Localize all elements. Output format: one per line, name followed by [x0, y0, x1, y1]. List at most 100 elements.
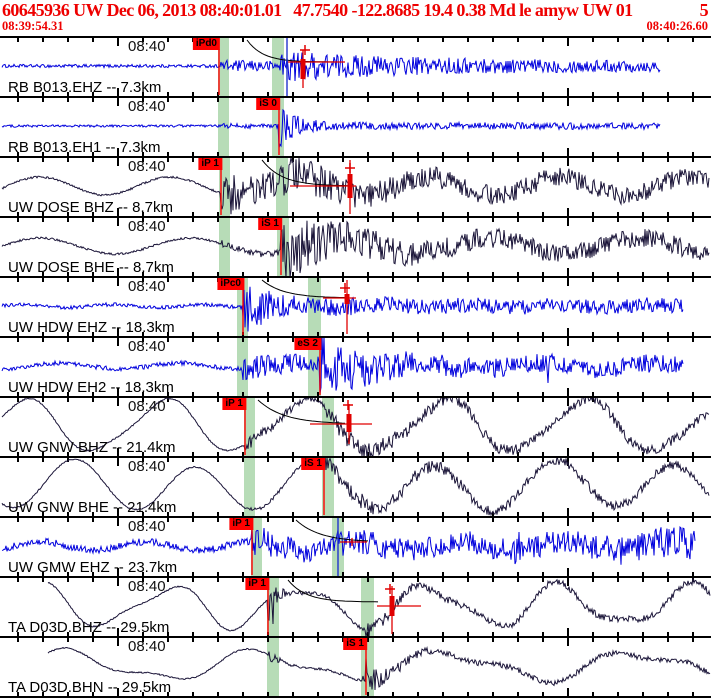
- coda-decay-curve: [295, 519, 369, 542]
- channel-label: UW GNW BHE -- 21.4km: [8, 499, 177, 516]
- waveform-trace[interactable]: [1, 286, 684, 332]
- panel-time-label: 08:40: [128, 458, 166, 475]
- waveform-trace[interactable]: [47, 578, 711, 636]
- arrival-window-band: [276, 158, 288, 216]
- time-ticks: [17, 338, 694, 396]
- arrival-window-band: [322, 458, 334, 516]
- waveform-canvas[interactable]: [0, 338, 711, 396]
- panel-time-label: 08:40: [128, 338, 166, 355]
- panel-time-label: 08:40: [128, 158, 166, 175]
- phase-pick-flag[interactable]: iP 1: [229, 518, 253, 530]
- waveform-canvas[interactable]: [0, 398, 711, 456]
- waveform-trace[interactable]: [1, 398, 710, 456]
- channel-label: UW HDW EHZ -- 18.3km: [8, 319, 175, 336]
- time-ticks: [17, 158, 694, 216]
- waveform-trace[interactable]: [1, 158, 710, 215]
- measure-cross-icon: [340, 283, 350, 293]
- measure-cross-icon: [300, 45, 310, 55]
- waveform-trace[interactable]: [1, 526, 696, 565]
- waveform-canvas[interactable]: [0, 158, 711, 216]
- arrival-window-band: [361, 578, 374, 636]
- channel-label: RB B013.EH1 -- 7.3km: [8, 139, 161, 156]
- waveform-panel-stack: iPd0 08:40 RB B013.EHZ -- 7.3km iS 0 08:40 RB…: [0, 36, 711, 698]
- window-start-time: 08:39:54.31: [2, 19, 64, 33]
- waveform-trace[interactable]: [1, 338, 684, 394]
- waveform-canvas[interactable]: [0, 518, 711, 576]
- window-end-time: 08:40:26.60: [646, 19, 708, 33]
- waveform-trace[interactable]: [1, 108, 661, 148]
- panel-time-label: 08:40: [128, 278, 166, 295]
- arrival-window-band: [322, 398, 334, 456]
- phase-pick-flag[interactable]: iP 1: [245, 578, 269, 590]
- phase-pick-flag[interactable]: iPc0: [217, 278, 244, 290]
- panel-time-label: 08:40: [128, 578, 166, 595]
- arrival-window-band: [244, 458, 255, 516]
- time-ticks: [17, 278, 694, 336]
- waveform-panel[interactable]: iP 1 08:40 TA D03D.BHZ -- 29.5km: [0, 576, 711, 636]
- event-summary: 60645936 UW Dec 06, 2013 08:40:01.01 47.…: [2, 0, 633, 20]
- time-ticks: [17, 518, 694, 576]
- waveform-panel[interactable]: iS 1 08:40 UW DOSE BHE -- 8.7km: [0, 216, 711, 276]
- arrival-window-band: [237, 338, 248, 396]
- arrival-window-band: [267, 638, 279, 696]
- channel-label: UW DOSE BHE -- 8.7km: [8, 259, 174, 276]
- phase-pick-flag[interactable]: iS 1: [258, 218, 282, 230]
- measure-cross-icon: [385, 584, 395, 594]
- channel-label: TA D03D.BHN -- 29.5km: [8, 679, 172, 696]
- phase-pick-flag[interactable]: eS 2: [294, 338, 321, 350]
- waveform-trace[interactable]: [47, 646, 711, 691]
- waveform-panel[interactable]: iP 1 08:40 UW GNW BHZ -- 21.4km: [0, 396, 711, 456]
- measure-cross-icon: [345, 163, 355, 173]
- time-ticks: [17, 458, 694, 516]
- arrival-window-band: [251, 518, 262, 576]
- coda-decay-curve: [246, 39, 334, 63]
- channel-label: UW HDW EH2 -- 18.3km: [8, 379, 174, 396]
- channel-label: TA D03D.BHZ -- 29.5km: [8, 619, 170, 636]
- time-ticks: [17, 398, 694, 456]
- phase-pick-flag[interactable]: iS 1: [301, 458, 325, 470]
- panel-time-label: 08:40: [128, 38, 166, 55]
- waveform-panel[interactable]: iS 1 08:40 UW GNW BHE -- 21.4km: [0, 456, 711, 516]
- time-ticks: [17, 38, 694, 96]
- phase-pick-flag[interactable]: iS 0: [256, 98, 280, 110]
- channel-label: RB B013.EHZ -- 7.3km: [8, 79, 162, 96]
- phase-pick-flag[interactable]: iPd0: [192, 38, 220, 50]
- panel-time-label: 08:40: [128, 398, 166, 415]
- waveform-trace[interactable]: [1, 220, 710, 276]
- arrival-window-band: [219, 218, 230, 276]
- panel-time-label: 08:40: [128, 218, 166, 235]
- waveform-canvas[interactable]: [0, 458, 711, 516]
- phase-pick-flag[interactable]: iS 1: [343, 638, 367, 650]
- phase-pick-flag[interactable]: iP 1: [222, 398, 246, 410]
- time-ticks: [17, 638, 694, 696]
- arrival-window-band: [219, 158, 230, 216]
- waveform-trace[interactable]: [1, 458, 710, 516]
- arrival-window-band: [244, 398, 255, 456]
- coda-decay-curve: [261, 279, 350, 299]
- arrival-window-band: [308, 338, 321, 396]
- coda-decay-curve: [257, 399, 346, 424]
- waveform-trace[interactable]: [1, 52, 661, 82]
- waveform-panel[interactable]: iPc0 08:40 UW HDW EHZ -- 18.3km: [0, 276, 711, 336]
- waveform-panel[interactable]: iPd0 08:40 RB B013.EHZ -- 7.3km: [0, 36, 711, 96]
- waveform-canvas[interactable]: [0, 38, 711, 96]
- waveform-panel[interactable]: iS 1 08:40 TA D03D.BHN -- 29.5km: [0, 636, 711, 696]
- panel-time-label: 08:40: [128, 98, 166, 115]
- waveform-panel[interactable]: iP 1 08:40 UW GMW EHZ -- 23.7km: [0, 516, 711, 576]
- measure-cross-icon: [343, 400, 353, 410]
- channel-label: UW DOSE BHZ -- 8.7km: [8, 199, 174, 216]
- waveform-panel[interactable]: eS 2 08:40 UW HDW EH2 -- 18.3km: [0, 336, 711, 396]
- waveform-canvas[interactable]: [0, 638, 711, 696]
- waveform-canvas[interactable]: [0, 278, 711, 336]
- coda-decay-curve: [287, 579, 379, 603]
- waveform-panel[interactable]: iS 0 08:40 RB B013.EH1 -- 7.3km: [0, 96, 711, 156]
- panel-time-label: 08:40: [128, 518, 166, 535]
- waveform-canvas[interactable]: [0, 98, 711, 156]
- event-header: 60645936 UW Dec 06, 2013 08:40:01.01 47.…: [0, 0, 711, 36]
- channel-label: UW GMW EHZ -- 23.7km: [8, 559, 178, 576]
- arrival-window-band: [218, 98, 229, 156]
- phase-pick-flag[interactable]: iP 1: [198, 158, 222, 170]
- waveform-panel[interactable]: iP 1 08:40 UW DOSE BHZ -- 8.7km: [0, 156, 711, 216]
- event-flag-count: 5: [699, 0, 709, 20]
